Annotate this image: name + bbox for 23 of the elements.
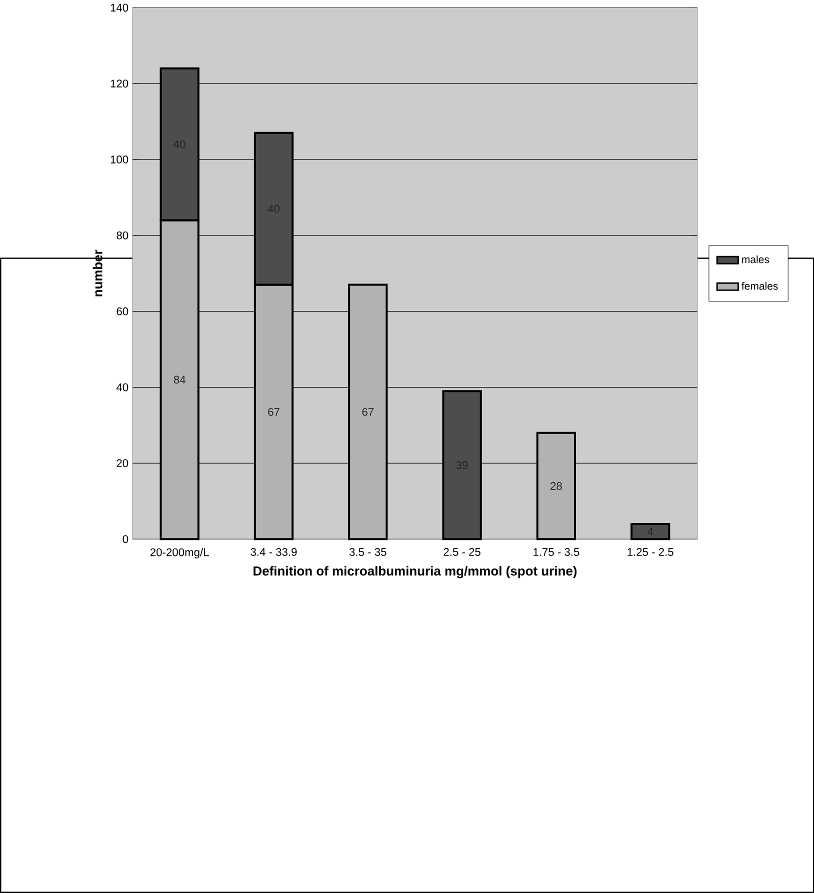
x-tick-label: 2.5 - 25: [444, 548, 480, 556]
y-axis-title: number: [92, 250, 102, 296]
legend-label: males: [742, 255, 769, 264]
data-label: 67: [268, 408, 280, 416]
x-tick-label: 1.75 - 3.5: [533, 548, 580, 556]
x-tick-label: 20-200mg/L: [150, 548, 209, 558]
legend-label: females: [741, 282, 778, 290]
y-tick-label: 20: [116, 459, 128, 468]
y-tick-label: 140: [110, 4, 128, 12]
y-tick-label: 60: [116, 307, 128, 316]
x-tick-label: 1.25 - 2.5: [628, 548, 674, 556]
data-label: 67: [362, 408, 374, 416]
x-tick-label: 3.4 - 33.9: [250, 548, 297, 556]
y-tick-label: 80: [116, 231, 128, 240]
x-tick-label: 3.5 - 35: [349, 548, 386, 556]
y-tick-label: 0: [122, 535, 128, 544]
x-axis-title: Definition of microalbuminuria mg/mmol (spot urine): [253, 566, 576, 578]
bar: [630, 522, 670, 540]
data-label: 28: [550, 482, 562, 490]
y-tick-label: 40: [116, 383, 128, 392]
y-tick-label: 120: [110, 80, 128, 88]
data-label: 84: [174, 376, 186, 384]
y-tick-label: 100: [110, 156, 128, 164]
